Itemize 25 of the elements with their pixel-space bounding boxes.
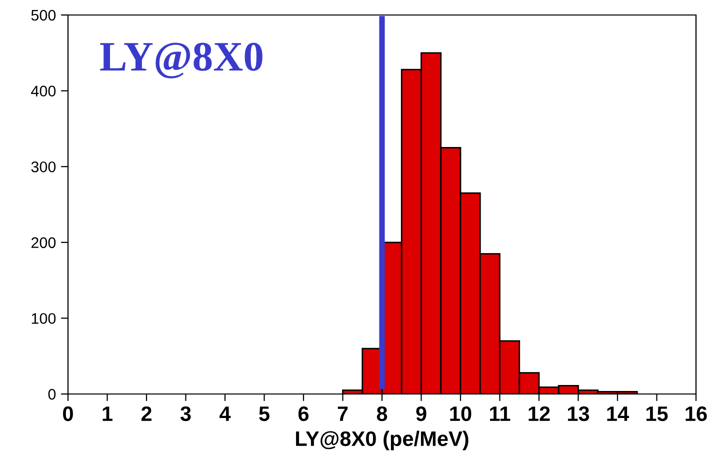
x-tick-label: 15 (646, 406, 668, 422)
y-tick-label: 0 (48, 388, 56, 400)
x-tick-label: 7 (338, 406, 348, 421)
x-tick-label: 14 (607, 406, 629, 421)
y-tick-label: 300 (31, 161, 56, 172)
x-tick-label: 16 (686, 406, 707, 422)
x-axis-title: LY@8X0 (pe/MeV) (296, 430, 468, 450)
x-tick-label: 4 (220, 406, 231, 421)
x-tick-label: 2 (141, 406, 152, 421)
x-tick-label: 9 (416, 406, 426, 422)
x-tick-label: 6 (298, 406, 309, 422)
y-tick-label: 500 (31, 10, 56, 21)
x-tick-label: 10 (450, 406, 472, 422)
x-tick-label: 12 (528, 406, 550, 421)
x-tick-label: 8 (376, 406, 388, 422)
x-tick-label: 0 (63, 406, 73, 422)
x-tick-label: 11 (490, 406, 510, 421)
x-tick-label: 1 (102, 406, 112, 421)
annotation: LY@8X0 (100, 42, 262, 78)
x-tick-label: 3 (180, 406, 191, 422)
y-tick-label: 100 (32, 313, 56, 324)
y-tick-label: 200 (31, 237, 56, 248)
x-tick-label: 13 (568, 406, 590, 422)
y-tick-label: 400 (31, 86, 56, 96)
x-tick-label: 5 (259, 406, 270, 422)
